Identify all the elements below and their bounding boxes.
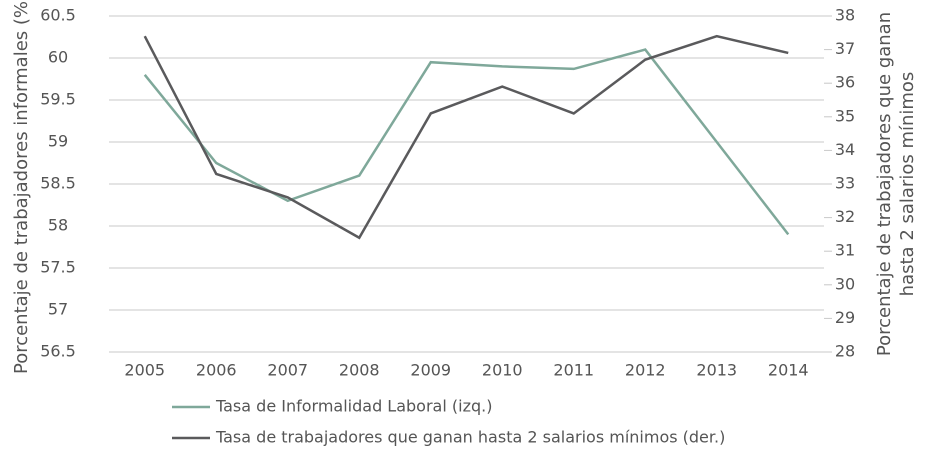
y-tick-label: 57	[48, 300, 68, 319]
x-tick-label: 2006	[196, 361, 237, 380]
y-tick-label: 57.5	[40, 258, 76, 277]
y2-tick-label: 34	[835, 140, 855, 159]
y2-axis-title: hasta 2 salarios mínimos	[897, 72, 918, 297]
x-tick-label: 2013	[696, 361, 737, 380]
series-line	[143, 34, 789, 240]
x-tick-label: 2008	[339, 361, 380, 380]
x-tick-label: 2007	[267, 361, 308, 380]
y-tick-label: 60	[48, 48, 68, 67]
y-tick-label: 58	[48, 216, 68, 235]
legend-label: Tasa de Informalidad Laboral (izq.)	[215, 397, 492, 416]
x-tick-label: 2011	[553, 361, 594, 380]
y2-tick-label: 28	[835, 342, 855, 361]
x-tick-label: 2005	[124, 361, 165, 380]
y-tick-label: 58.5	[40, 174, 76, 193]
x-tick-label: 2014	[768, 361, 809, 380]
y2-tick-label: 33	[835, 174, 855, 193]
y-axis-title: Porcentaje de trabajadores informales (%…	[11, 0, 32, 374]
x-tick-label: 2009	[410, 361, 451, 380]
y2-tick-label: 30	[835, 274, 855, 293]
y2-tick-label: 36	[835, 73, 855, 92]
y2-tick-label: 31	[835, 241, 855, 260]
y-tick-label: 60.5	[40, 6, 76, 25]
series-line	[143, 48, 790, 236]
y2-tick-label: 35	[835, 106, 855, 125]
y2-tick-label: 37	[835, 39, 855, 58]
y2-tick-label: 32	[835, 207, 855, 226]
x-tick-label: 2012	[625, 361, 666, 380]
y2-axis-title: Porcentaje de trabajadores que ganan	[874, 12, 895, 356]
y-tick-label: 59	[48, 132, 68, 151]
y2-tick-label: 29	[835, 308, 855, 327]
legend-label: Tasa de trabajadores que ganan hasta 2 s…	[215, 428, 725, 447]
y-tick-label: 59.5	[40, 90, 76, 109]
y2-tick-label: 38	[835, 6, 855, 25]
y-tick-label: 56.5	[40, 342, 76, 361]
x-tick-label: 2010	[482, 361, 523, 380]
